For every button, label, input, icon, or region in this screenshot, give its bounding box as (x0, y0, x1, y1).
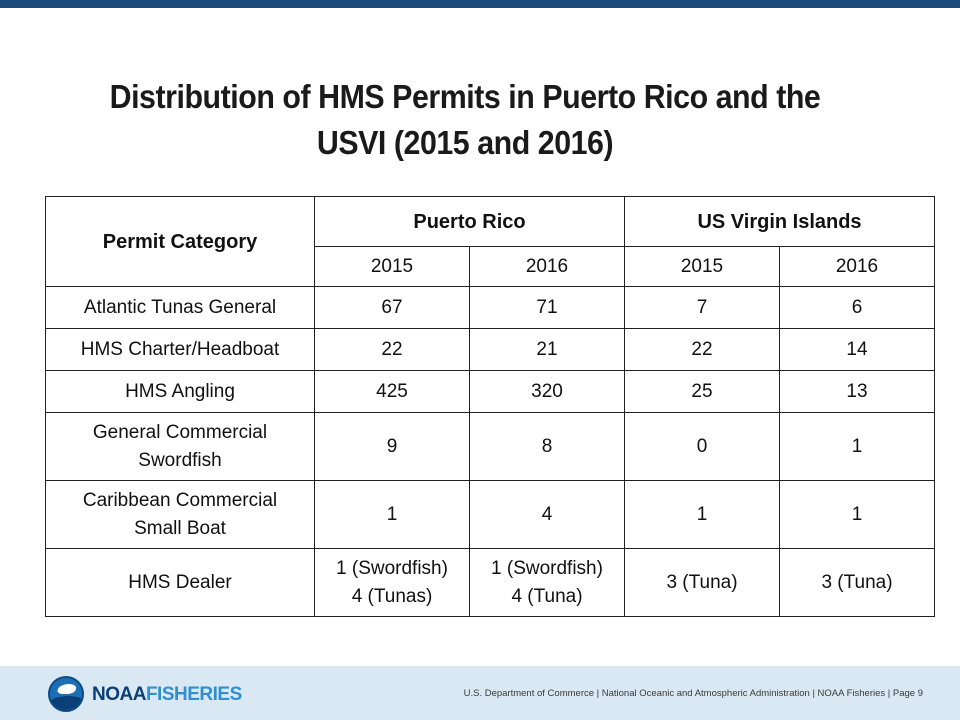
header-year: 2016 (779, 246, 935, 287)
cell-text: Caribbean Commercial (82, 489, 278, 511)
permit-count-cell: 3 (Tuna) (624, 548, 780, 617)
header-year: 2016 (469, 246, 625, 287)
permit-count-cell: 25 (624, 370, 780, 413)
permit-count-cell: 3 (Tuna) (779, 548, 935, 617)
permit-category-cell: Caribbean Commercial Small Boat (45, 480, 315, 549)
permit-count-cell: 425 (314, 370, 470, 413)
table-row: HMS Dealer 1 (Swordfish) 4 (Tunas) 1 (Sword… (45, 548, 935, 617)
cell-text: 21 (536, 338, 558, 360)
table-year-row: 2015 2016 2015 2016 (46, 246, 935, 287)
cell-text: 0 (696, 435, 708, 457)
slide-title: Distribution of HMS Permits in Puerto Ri… (37, 74, 893, 166)
cell-text: General Commercial (92, 421, 268, 443)
permit-count-cell: 1 (Swordfish) 4 (Tuna) (469, 548, 625, 617)
cell-text: HMS Dealer (128, 571, 232, 593)
cell-text: Small Boat (134, 517, 226, 539)
permit-category-cell: HMS Charter/Headboat (45, 328, 315, 371)
cell-text: 1 (851, 503, 863, 525)
header-year: 2015 (624, 246, 780, 287)
permit-count-cell: 21 (469, 328, 625, 371)
slide-title-line-1: Distribution of HMS Permits in Puerto Ri… (109, 78, 821, 115)
permit-count-cell: 71 (469, 286, 625, 329)
permit-count-cell: 1 (779, 412, 935, 481)
header-year: 2015 (314, 246, 470, 287)
permit-count-cell: 320 (469, 370, 625, 413)
cell-text: 1 (Swordfish) (491, 557, 603, 579)
noaa-fisheries-brand: NOAAFISHERIES (92, 684, 242, 706)
permit-count-cell: 1 (Swordfish) 4 (Tunas) (314, 548, 470, 617)
permit-count-cell: 1 (314, 480, 470, 549)
cell-text: 9 (386, 435, 398, 457)
cell-text: 425 (376, 380, 408, 402)
cell-text: HMS Charter/Headboat (80, 338, 280, 360)
permit-count-cell: 1 (779, 480, 935, 549)
cell-text: 14 (846, 338, 868, 360)
cell-text: 3 (Tuna) (821, 571, 893, 593)
permit-count-cell: 22 (624, 328, 780, 371)
cell-text: 67 (381, 296, 403, 318)
cell-text: 22 (381, 338, 403, 360)
cell-text: 4 (541, 503, 553, 525)
permit-category-cell: General Commercial Swordfish (45, 412, 315, 481)
permit-count-cell: 0 (624, 412, 780, 481)
permit-count-cell: 67 (314, 286, 470, 329)
brand-fisheries: FISHERIES (145, 684, 242, 705)
permit-count-cell: 13 (779, 370, 935, 413)
permit-category-cell: HMS Dealer (45, 548, 315, 617)
cell-text: 6 (851, 296, 863, 318)
cell-text: Swordfish (138, 449, 222, 471)
footer-text: U.S. Department of Commerce | National O… (463, 688, 923, 699)
permit-category-cell: Atlantic Tunas General (45, 286, 315, 329)
table-row: HMS Charter/Headboat 22 21 22 14 (45, 328, 935, 371)
table-row: HMS Angling 425 320 25 13 (45, 370, 935, 413)
permit-count-cell: 1 (624, 480, 780, 549)
permits-table: Permit Category Puerto Rico US Virgin Is… (45, 196, 935, 617)
permit-count-cell: 6 (779, 286, 935, 329)
cell-text: 71 (536, 296, 558, 318)
slide-title-line-2: USVI (2015 and 2016) (316, 124, 614, 161)
cell-text: 3 (Tuna) (666, 571, 738, 593)
permit-category-cell: HMS Angling (45, 370, 315, 413)
brand-noaa: NOAA (92, 684, 146, 705)
cell-text: 1 (851, 435, 863, 457)
footer-bar (0, 666, 960, 720)
top-accent-bar (0, 0, 960, 8)
cell-text: 4 (Tunas) (351, 585, 433, 607)
permit-count-cell: 9 (314, 412, 470, 481)
header-permit-category: Permit Category (45, 196, 315, 287)
cell-text: Atlantic Tunas General (83, 296, 277, 318)
cell-text: 1 (386, 503, 398, 525)
cell-text: 8 (541, 435, 553, 457)
cell-text: 22 (691, 338, 713, 360)
header-puerto-rico: Puerto Rico (314, 196, 625, 247)
cell-text: HMS Angling (125, 380, 235, 402)
table-row: General Commercial Swordfish 9 8 0 1 (45, 412, 935, 481)
table-row: Atlantic Tunas General 67 71 7 6 (45, 286, 935, 329)
table-row: Caribbean Commercial Small Boat 1 4 1 1 (45, 480, 935, 549)
cell-text: 320 (531, 380, 563, 402)
permit-count-cell: 8 (469, 412, 625, 481)
permit-count-cell: 14 (779, 328, 935, 371)
cell-text: 13 (846, 380, 868, 402)
permit-count-cell: 22 (314, 328, 470, 371)
header-us-virgin-islands: US Virgin Islands (624, 196, 935, 247)
permit-count-cell: 7 (624, 286, 780, 329)
cell-text: 7 (696, 296, 708, 318)
cell-text: 25 (691, 380, 713, 402)
cell-text: 4 (Tuna) (511, 585, 583, 607)
table-body: Atlantic Tunas General 67 71 7 6 HMS Charter/… (45, 286, 935, 617)
cell-text: 1 (696, 503, 708, 525)
noaa-logo-icon (48, 676, 84, 712)
cell-text: 1 (Swordfish) (336, 557, 448, 579)
table-header-row: Permit Category Puerto Rico US Virgin Is… (45, 196, 935, 287)
permit-count-cell: 4 (469, 480, 625, 549)
